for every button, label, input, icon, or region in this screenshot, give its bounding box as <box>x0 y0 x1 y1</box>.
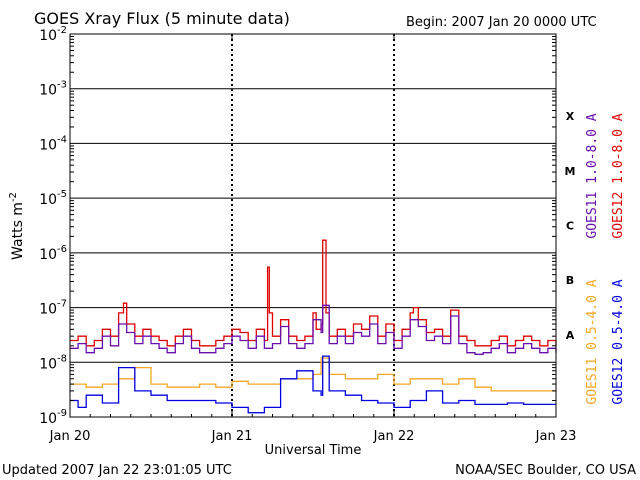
flare-class-label: C <box>566 220 574 233</box>
flare-class-label: M <box>565 165 576 178</box>
y-tick-label: 10-2 <box>39 25 67 44</box>
series-line <box>70 355 556 414</box>
svg-text:Watts m-2: Watts m-2 <box>8 192 26 260</box>
y-axis-ticks: 10-9 10-8 10-7 10-6 10-5 10-4 10-3 10-2 <box>39 25 556 427</box>
flare-class-label: X <box>566 110 575 123</box>
flare-class-label: A <box>566 329 575 342</box>
legend-entry: GOES12 0.5-4.0 A <box>611 279 626 404</box>
y-tick-label: 10-5 <box>39 189 67 208</box>
x-axis-ticks: Jan 20 Jan 21 Jan 22 Jan 23 <box>49 34 577 444</box>
y-tick-label: 10-7 <box>39 299 67 318</box>
flare-class-labels: X M C B A <box>565 110 576 342</box>
y-tick-label: 10-8 <box>39 353 67 372</box>
x-tick-label: Jan 20 <box>49 429 91 444</box>
grid <box>70 34 556 417</box>
x-tick-label: Jan 23 <box>535 429 577 444</box>
legend-entry: GOES12 1.0-8.0 A <box>611 113 626 238</box>
series-line <box>70 304 557 355</box>
updated-timestamp: Updated 2007 Jan 22 23:01:05 UTC <box>2 463 232 478</box>
legend-entry: GOES11 0.5-4.0 A <box>585 279 600 404</box>
legend-entry: GOES11 1.0-8.0 A <box>585 113 600 238</box>
y-axis-label: Watts m-2 <box>8 192 26 260</box>
y-tick-label: 10-6 <box>39 244 67 263</box>
y-tick-label: 10-3 <box>39 80 67 99</box>
begin-time: Begin: 2007 Jan 20 0000 UTC <box>406 15 597 30</box>
y-tick-label: 10-9 <box>39 408 67 427</box>
y-tick-label: 10-4 <box>39 134 67 153</box>
y-axis-label-superscript: -2 <box>8 192 19 202</box>
y-axis-label-text: Watts m <box>10 202 26 260</box>
x-axis-label: Universal Time <box>265 443 362 458</box>
flare-class-label: B <box>566 274 574 287</box>
legend: GOES11 1.0-8.0 A GOES12 1.0-8.0 A GOES11 0… <box>585 113 626 404</box>
chart-title: GOES Xray Flux (5 minute data) <box>34 9 290 28</box>
x-tick-label: Jan 22 <box>373 429 415 444</box>
series-lines <box>70 239 557 414</box>
x-tick-label: Jan 21 <box>211 429 253 444</box>
credit-text: NOAA/SEC Boulder, CO USA <box>455 463 636 478</box>
